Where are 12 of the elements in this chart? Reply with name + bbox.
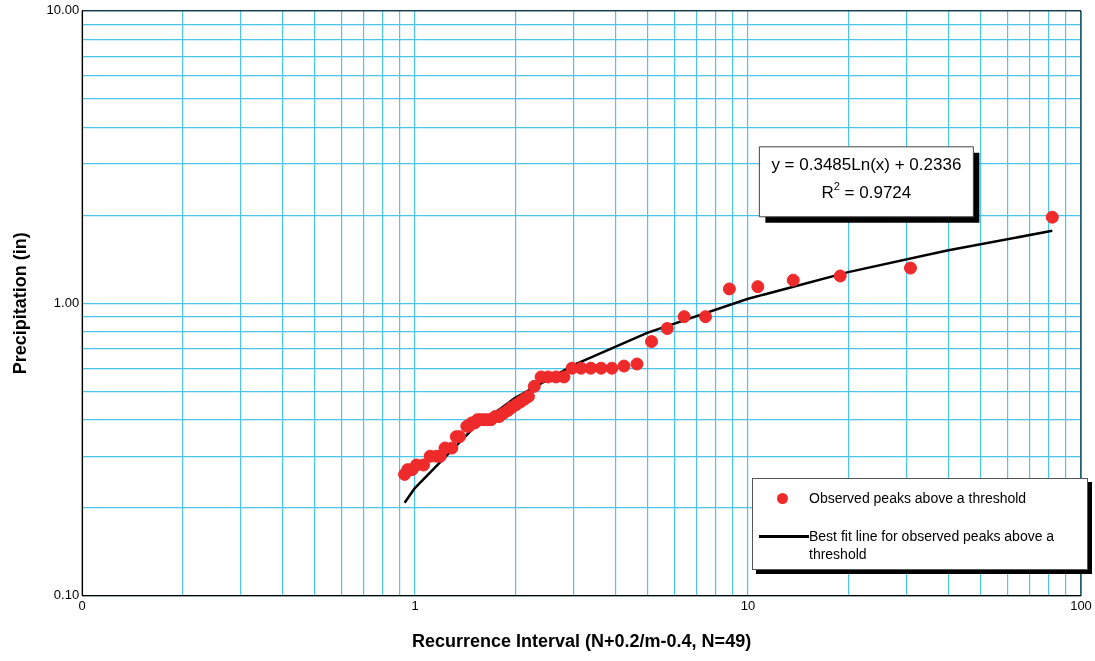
legend-label: Best fit line for observed peaks above a threshold — [809, 527, 1056, 563]
x-tick-label: 10 — [740, 598, 756, 614]
x-tick-label: 1 — [411, 598, 419, 614]
annotation: y = 0.3485Ln(x) + 0.2336 — [771, 155, 962, 175]
y-tick-label: 10.00 — [46, 2, 80, 18]
y-tick-label: 1.00 — [53, 294, 80, 310]
legend-label: Observed peaks above a threshold — [809, 489, 1027, 507]
y-tick-label: 0.10 — [53, 587, 80, 603]
y-axis-title: Precipitation (in) — [9, 232, 30, 375]
x-axis-title: Recurrence Interval (N+0.2/m-0.4, N=49) — [411, 631, 752, 652]
x-tick-label: 0 — [78, 598, 86, 614]
x-tick-label: 100 — [1070, 598, 1092, 614]
